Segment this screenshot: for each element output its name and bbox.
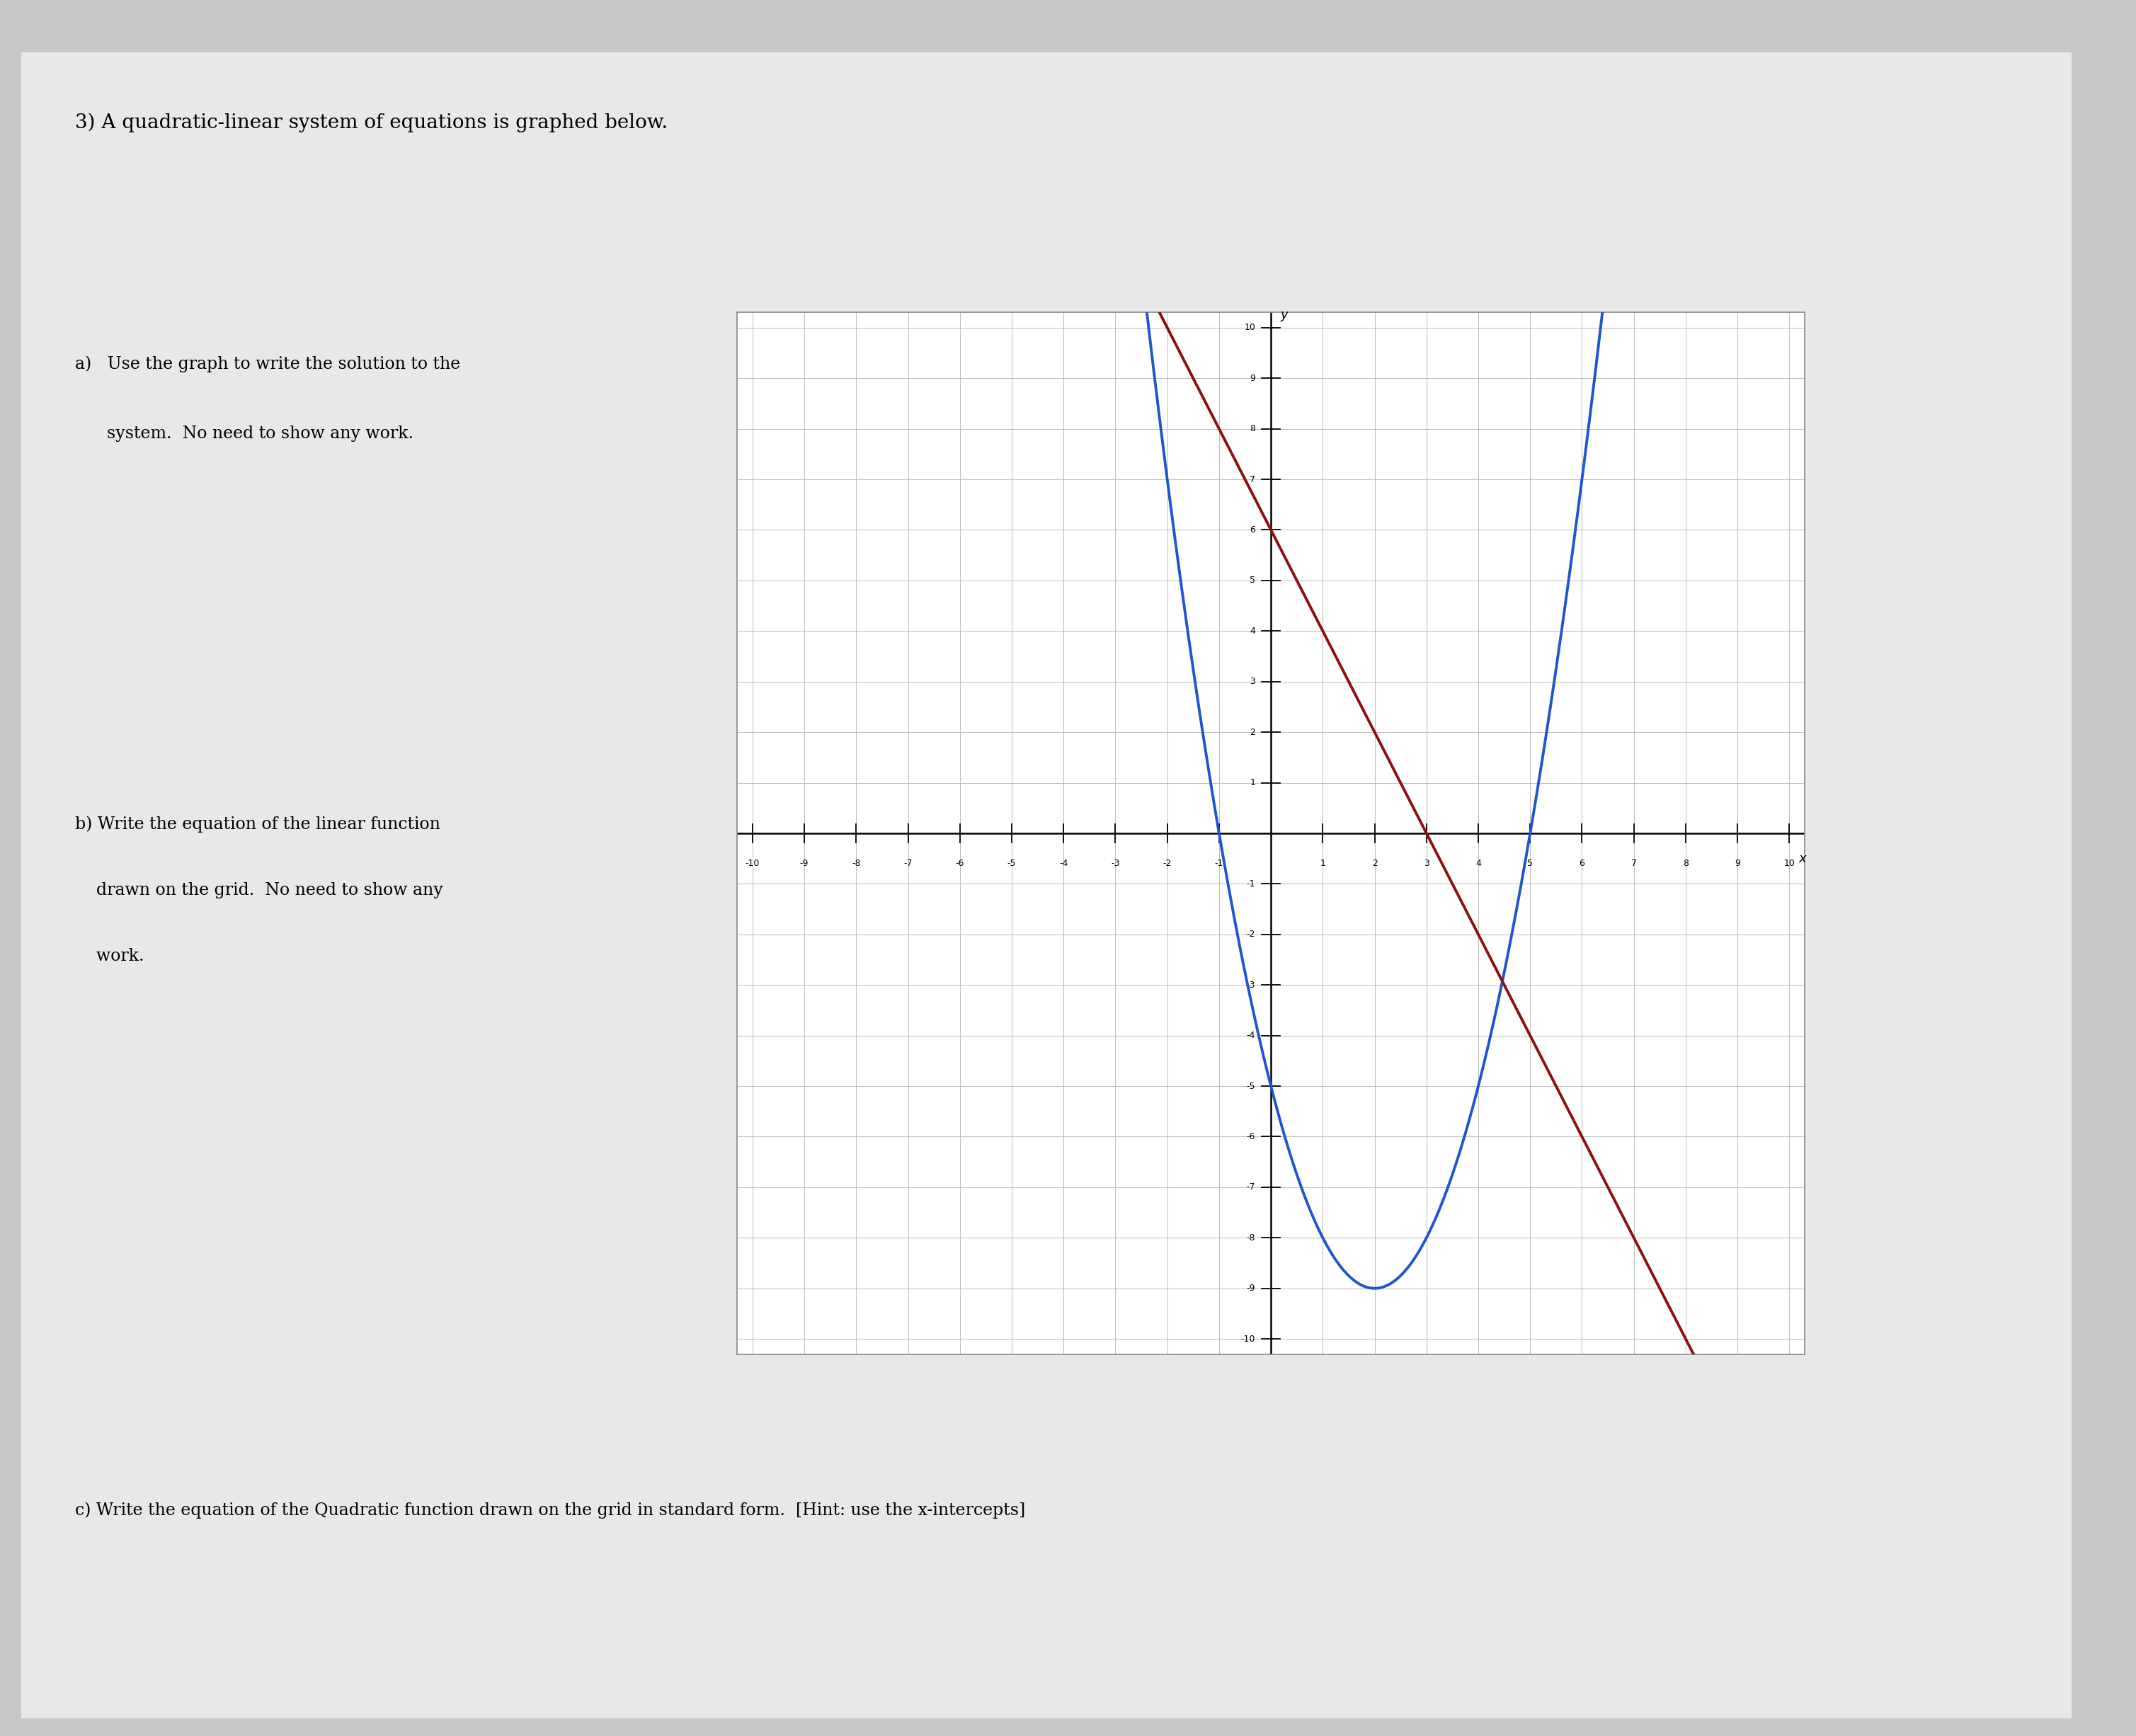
Text: 2: 2 bbox=[1250, 727, 1256, 736]
Text: 8: 8 bbox=[1250, 424, 1256, 434]
Text: 1: 1 bbox=[1250, 778, 1256, 788]
Text: 4: 4 bbox=[1250, 627, 1256, 635]
Text: system.  No need to show any work.: system. No need to show any work. bbox=[75, 425, 412, 441]
Text: 5: 5 bbox=[1527, 859, 1534, 868]
Text: 9: 9 bbox=[1734, 859, 1741, 868]
Text: 8: 8 bbox=[1683, 859, 1690, 868]
Text: a)   Use the graph to write the solution to the: a) Use the graph to write the solution t… bbox=[75, 356, 459, 373]
Text: -10: -10 bbox=[745, 859, 760, 868]
Text: -7: -7 bbox=[1247, 1182, 1256, 1193]
Text: -4: -4 bbox=[1247, 1031, 1256, 1040]
Text: y: y bbox=[1279, 309, 1288, 321]
Text: -2: -2 bbox=[1247, 930, 1256, 939]
Text: -8: -8 bbox=[1247, 1233, 1256, 1243]
Text: 5: 5 bbox=[1250, 576, 1256, 585]
Text: 7: 7 bbox=[1632, 859, 1636, 868]
Text: -4: -4 bbox=[1059, 859, 1068, 868]
Text: drawn on the grid.  No need to show any: drawn on the grid. No need to show any bbox=[75, 882, 442, 898]
Text: -6: -6 bbox=[1247, 1132, 1256, 1141]
Text: 3: 3 bbox=[1425, 859, 1429, 868]
Text: 6: 6 bbox=[1250, 526, 1256, 535]
Text: -9: -9 bbox=[801, 859, 810, 868]
Text: 7: 7 bbox=[1250, 474, 1256, 484]
Text: 6: 6 bbox=[1579, 859, 1585, 868]
Text: c) Write the equation of the Quadratic function drawn on the grid in standard fo: c) Write the equation of the Quadratic f… bbox=[75, 1502, 1025, 1519]
Text: -3: -3 bbox=[1247, 981, 1256, 990]
Text: 3) A quadratic-linear system of equations is graphed below.: 3) A quadratic-linear system of equation… bbox=[75, 113, 669, 132]
Text: 10: 10 bbox=[1784, 859, 1794, 868]
Text: -8: -8 bbox=[852, 859, 861, 868]
Text: -5: -5 bbox=[1008, 859, 1017, 868]
Text: -3: -3 bbox=[1111, 859, 1119, 868]
Text: b) Write the equation of the linear function: b) Write the equation of the linear func… bbox=[75, 816, 440, 833]
Text: work.: work. bbox=[75, 948, 143, 963]
Text: -6: -6 bbox=[955, 859, 963, 868]
Text: -2: -2 bbox=[1162, 859, 1173, 868]
Text: -7: -7 bbox=[904, 859, 912, 868]
Text: 9: 9 bbox=[1250, 373, 1256, 384]
Text: -9: -9 bbox=[1247, 1283, 1256, 1293]
Text: 3: 3 bbox=[1250, 677, 1256, 686]
Text: -1: -1 bbox=[1215, 859, 1224, 868]
Text: 10: 10 bbox=[1243, 323, 1256, 332]
Text: -10: -10 bbox=[1241, 1335, 1256, 1344]
Text: 4: 4 bbox=[1476, 859, 1480, 868]
Text: -5: -5 bbox=[1247, 1082, 1256, 1090]
Text: 1: 1 bbox=[1320, 859, 1326, 868]
Text: 2: 2 bbox=[1371, 859, 1378, 868]
Text: -1: -1 bbox=[1247, 878, 1256, 889]
Text: x: x bbox=[1799, 852, 1807, 865]
